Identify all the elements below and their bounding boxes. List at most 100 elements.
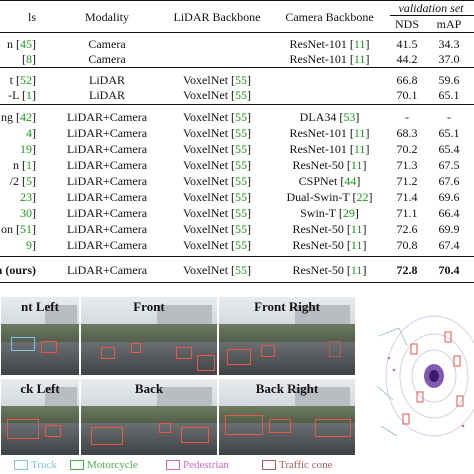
- row-modality: LiDAR+Camera: [66, 222, 148, 236]
- detection-box: [261, 345, 275, 357]
- row-map: 65.1: [438, 88, 460, 102]
- class-legend: Truck Motorcycle Pedestrian Traffic cone: [0, 456, 474, 474]
- row-camera-backbone: ResNet-101 [11]: [289, 142, 370, 156]
- ours-modality: LiDAR+Camera: [66, 263, 148, 277]
- bev-lidar-view: [359, 296, 474, 456]
- row-nds: 70.2: [396, 142, 418, 156]
- group-rule-2: [0, 104, 474, 105]
- row-modality: Camera: [88, 37, 126, 51]
- header-nds: NDS: [394, 17, 419, 31]
- bev-point-cloud: [376, 315, 474, 437]
- row-modality: LiDAR+Camera: [66, 206, 148, 220]
- row-nds: -: [405, 110, 409, 124]
- row-map: -: [447, 110, 451, 124]
- qualitative-figure: nt Left Front Front Right ck Left Back Back R…: [0, 296, 474, 474]
- row-camera-backbone: Dual-Swin-T [22]: [286, 190, 373, 204]
- legend-swatch: [166, 460, 180, 471]
- row-camera-backbone: ResNet-101 [11]: [289, 126, 370, 140]
- row-nds: 71.3: [396, 158, 418, 172]
- table-bottom-rule: [0, 282, 474, 283]
- header-lidar-backbone: LiDAR Backbone: [173, 10, 261, 24]
- row-method: n [45]: [7, 37, 36, 51]
- camera-view: Front: [80, 296, 218, 376]
- legend-item: Truck: [14, 459, 57, 471]
- detection-box: [7, 419, 39, 439]
- row-nds: 71.2: [396, 174, 418, 188]
- row-nds: 71.4: [396, 190, 418, 204]
- row-lidar-backbone: VoxelNet [55]: [182, 190, 252, 204]
- detection-box: [225, 415, 263, 435]
- header-modality: Modality: [85, 10, 129, 24]
- legend-swatch: [14, 460, 28, 471]
- row-camera-backbone: ResNet-50 [11]: [292, 238, 367, 252]
- row-lidar-backbone: VoxelNet [55]: [182, 73, 252, 87]
- row-nds: 70.1: [396, 88, 418, 102]
- row-nds: 41.5: [396, 37, 418, 51]
- legend-swatch: [70, 460, 84, 471]
- row-method: [8]: [22, 52, 36, 66]
- ours-nds: 72.8: [396, 263, 418, 277]
- row-method: /2 [5]: [9, 174, 36, 188]
- header-method: ls: [27, 10, 36, 24]
- row-modality: Camera: [88, 52, 126, 66]
- detection-box: [315, 419, 351, 437]
- row-lidar-backbone: VoxelNet [55]: [182, 222, 252, 236]
- row-nds: 68.3: [396, 126, 418, 140]
- row-camera-backbone: ResNet-101 [11]: [289, 52, 370, 66]
- ours-map: 70.4: [438, 263, 460, 277]
- row-modality: LiDAR+Camera: [66, 190, 148, 204]
- legend-label: Truck: [31, 459, 57, 471]
- group-rule-3: [0, 256, 474, 257]
- row-lidar-backbone: VoxelNet [55]: [182, 110, 252, 124]
- row-lidar-backbone: VoxelNet [55]: [182, 158, 252, 172]
- row-lidar-backbone: VoxelNet [55]: [182, 206, 252, 220]
- legend-item: Traffic cone: [262, 459, 332, 471]
- camera-view: ck Left: [0, 378, 80, 456]
- detection-box: [45, 425, 61, 437]
- row-nds: 72.6: [396, 222, 418, 236]
- row-modality: LiDAR: [89, 73, 125, 87]
- camera-view: Back: [80, 378, 218, 456]
- row-map: 67.4: [438, 238, 460, 252]
- detection-box: [91, 427, 123, 445]
- row-method: ng [42]: [1, 110, 36, 124]
- row-lidar-backbone: VoxelNet [55]: [182, 88, 252, 102]
- row-method: t [52]: [9, 73, 36, 87]
- row-camera-backbone: ResNet-101 [11]: [289, 37, 370, 51]
- bev-car-boxes: [402, 331, 464, 425]
- row-method: 4]: [26, 126, 36, 140]
- camera-view-title: Front Right: [254, 299, 320, 314]
- row-method: 9]: [26, 238, 36, 252]
- detection-box: [11, 337, 35, 351]
- camera-view: Back Right: [218, 378, 356, 456]
- camera-view-title: ck Left: [20, 381, 60, 396]
- camera-view: nt Left: [0, 296, 80, 376]
- ours-camera-backbone: ResNet-50 [11]: [292, 263, 367, 277]
- row-modality: LiDAR+Camera: [66, 158, 148, 172]
- row-camera-backbone: ResNet-50 [11]: [292, 222, 367, 236]
- ours-method: n (ours): [0, 263, 36, 277]
- legend-swatch: [262, 460, 276, 471]
- camera-view-title: Back Right: [255, 381, 319, 396]
- row-modality: LiDAR+Camera: [66, 110, 148, 124]
- camera-view: Front Right: [218, 296, 356, 376]
- row-method: -L [1]: [8, 88, 36, 102]
- row-camera-backbone: Swin-T [29]: [300, 206, 359, 220]
- legend-item: Motorcycle: [70, 459, 138, 471]
- detection-box: [329, 341, 341, 357]
- legend-label: Pedestrian: [183, 459, 229, 471]
- row-modality: LiDAR+Camera: [66, 126, 148, 140]
- row-map: 67.5: [438, 158, 460, 172]
- row-map: 59.6: [438, 73, 460, 87]
- row-map: 37.0: [438, 52, 460, 66]
- header-validation-set: validation set: [398, 1, 464, 15]
- camera-view-title: nt Left: [21, 299, 59, 314]
- row-map: 65.1: [438, 126, 460, 140]
- ours-lidar-backbone: VoxelNet [55]: [182, 263, 252, 277]
- legend-label: Motorcycle: [87, 459, 138, 471]
- detection-box: [197, 355, 215, 371]
- row-method: n [1]: [13, 158, 36, 172]
- row-lidar-backbone: VoxelNet [55]: [182, 174, 252, 188]
- bev-ego-vehicle: [429, 370, 439, 382]
- detection-box: [101, 347, 115, 359]
